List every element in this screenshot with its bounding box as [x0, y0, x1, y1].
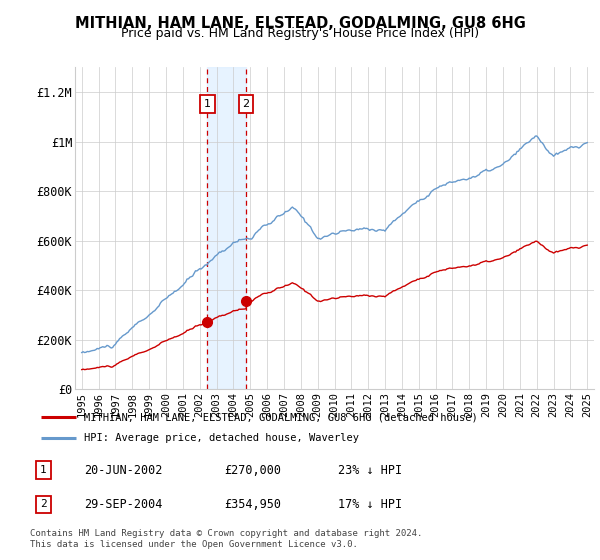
Text: 29-SEP-2004: 29-SEP-2004 — [84, 498, 163, 511]
Text: 2: 2 — [40, 500, 47, 510]
Text: 20-JUN-2002: 20-JUN-2002 — [84, 464, 163, 477]
Text: HPI: Average price, detached house, Waverley: HPI: Average price, detached house, Wave… — [84, 433, 359, 444]
Text: 1: 1 — [40, 465, 47, 475]
Text: £270,000: £270,000 — [224, 464, 281, 477]
Text: £354,950: £354,950 — [224, 498, 281, 511]
Bar — [208, 67, 246, 389]
Text: MITHIAN, HAM LANE, ELSTEAD, GODALMING, GU8 6HG (detached house): MITHIAN, HAM LANE, ELSTEAD, GODALMING, G… — [84, 412, 478, 422]
Text: MITHIAN, HAM LANE, ELSTEAD, GODALMING, GU8 6HG: MITHIAN, HAM LANE, ELSTEAD, GODALMING, G… — [74, 16, 526, 31]
Text: Contains HM Land Registry data © Crown copyright and database right 2024.
This d: Contains HM Land Registry data © Crown c… — [30, 529, 422, 549]
Text: Price paid vs. HM Land Registry's House Price Index (HPI): Price paid vs. HM Land Registry's House … — [121, 27, 479, 40]
Text: 17% ↓ HPI: 17% ↓ HPI — [338, 498, 402, 511]
Text: 1: 1 — [204, 99, 211, 109]
Text: 23% ↓ HPI: 23% ↓ HPI — [338, 464, 402, 477]
Text: 2: 2 — [242, 99, 250, 109]
